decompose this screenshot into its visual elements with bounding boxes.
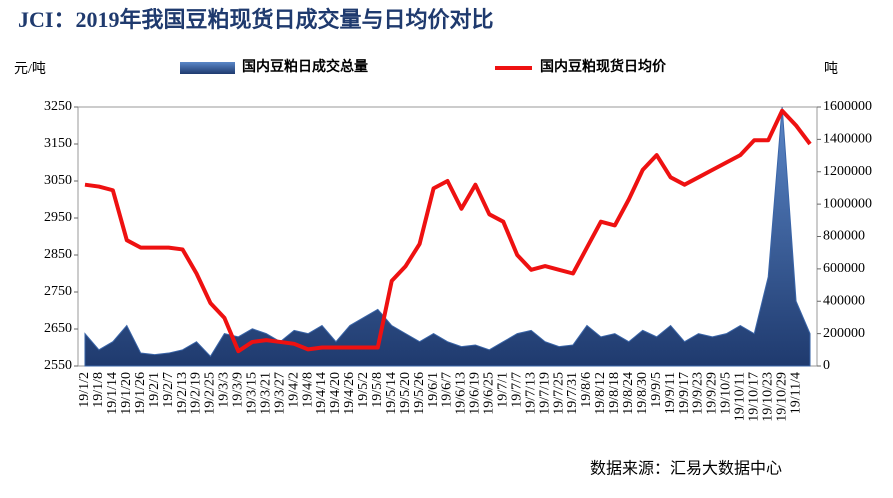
x-tick-label: 19/4/8 [300, 372, 315, 408]
y-tick-label: 2850 [44, 247, 72, 262]
x-tick-label: 19/9/11 [663, 372, 678, 414]
x-tick-label: 19/7/19 [537, 372, 552, 415]
x-tick-label: 19/10/11 [733, 372, 748, 421]
y2-tick-label: 200000 [823, 326, 865, 341]
x-tick-label: 19/11/4 [788, 372, 803, 414]
x-tick-label: 19/7/25 [551, 372, 566, 415]
x-tick-label: 19/6/25 [482, 372, 497, 415]
x-tick-label: 19/5/20 [398, 372, 413, 415]
x-tick-label: 19/3/3 [217, 372, 232, 408]
x-tick-label: 19/7/7 [509, 372, 524, 408]
y-tick-label: 2650 [44, 321, 72, 336]
x-tick-label: 19/8/18 [607, 372, 622, 415]
x-tick-label: 19/6/13 [454, 372, 469, 415]
y-tick-label: 3050 [44, 173, 72, 188]
y-axis-label: 元/吨 [14, 61, 46, 77]
y2-tick-label: 1400000 [823, 132, 872, 147]
y-tick-label: 2550 [44, 358, 72, 373]
y2-axis-label: 吨 [824, 61, 838, 77]
x-tick-label: 19/4/2 [286, 372, 301, 408]
x-tick-label: 19/2/19 [189, 372, 204, 415]
x-tick-label: 19/2/25 [203, 372, 218, 415]
x-tick-label: 19/10/23 [760, 372, 775, 422]
x-tick-label: 19/7/31 [565, 372, 580, 415]
y2-tick-label: 1200000 [823, 164, 872, 179]
y2-tick-label: 800000 [823, 229, 865, 244]
x-tick-label: 19/1/26 [133, 372, 148, 415]
source: 数据来源：汇易大数据中心 [590, 460, 782, 478]
x-tick-label: 19/3/27 [272, 372, 287, 415]
x-tick-label: 19/6/19 [468, 372, 483, 415]
x-tick-label: 19/10/29 [774, 372, 789, 422]
y2-tick-label: 400000 [823, 293, 865, 308]
x-tick-label: 19/1/8 [91, 372, 106, 408]
x-tick-label: 19/6/1 [426, 372, 441, 408]
y2-tick-label: 600000 [823, 261, 865, 276]
x-tick-label: 19/1/14 [105, 372, 120, 415]
legend-swatch [180, 62, 235, 74]
x-tick-label: 19/5/8 [370, 372, 385, 408]
x-tick-label: 19/7/1 [495, 372, 510, 408]
x-tick-label: 19/5/2 [356, 372, 371, 408]
x-tick-label: 19/4/26 [342, 372, 357, 415]
x-tick-label: 19/1/20 [119, 372, 134, 415]
y2-tick-label: 1600000 [823, 99, 872, 114]
x-tick-label: 19/2/13 [175, 372, 190, 415]
legend-label: 国内豆粕现货日均价 [540, 58, 667, 75]
y2-tick-label: 0 [823, 358, 830, 373]
x-tick-label: 19/9/23 [691, 372, 706, 415]
volume-area [84, 106, 811, 367]
x-tick-label: 19/8/12 [593, 372, 608, 415]
x-tick-label: 19/1/2 [77, 372, 92, 408]
x-tick-label: 19/9/29 [705, 372, 720, 415]
x-tick-label: 19/10/5 [719, 372, 734, 415]
x-tick-label: 19/2/7 [161, 372, 176, 408]
y-tick-label: 3250 [44, 99, 72, 114]
x-tick-label: 19/4/14 [314, 372, 329, 415]
plot-frame [77, 106, 818, 367]
x-tick-label: 19/3/21 [258, 372, 273, 415]
x-tick-label: 19/8/24 [621, 372, 636, 415]
chart-title: JCI：2019年我国豆粕现货日成交量与日均价对比 [18, 7, 493, 32]
x-tick-label: 19/8/6 [579, 372, 594, 408]
x-tick-label: 19/3/15 [245, 372, 260, 415]
y-tick-label: 3150 [44, 136, 72, 151]
y2-tick-label: 1000000 [823, 196, 872, 211]
x-tick-label: 19/10/17 [746, 372, 761, 422]
price-line [84, 108, 812, 354]
x-tick-label: 19/4/20 [328, 372, 343, 415]
x-tick-label: 19/5/26 [412, 372, 427, 415]
y-tick-label: 2750 [44, 284, 72, 299]
x-tick-label: 19/7/13 [523, 372, 538, 415]
x-tick-label: 19/9/17 [677, 372, 692, 415]
x-tick-label: 19/9/5 [649, 372, 664, 408]
x-tick-label: 19/3/9 [231, 372, 246, 408]
x-tick-label: 19/2/1 [147, 372, 162, 408]
y-tick-label: 2950 [44, 210, 72, 225]
x-tick-label: 19/5/14 [384, 372, 399, 415]
legend-label: 国内豆粕日成交总量 [242, 58, 368, 75]
x-tick-label: 19/8/30 [635, 372, 650, 415]
x-tick-label: 19/6/7 [440, 372, 455, 408]
